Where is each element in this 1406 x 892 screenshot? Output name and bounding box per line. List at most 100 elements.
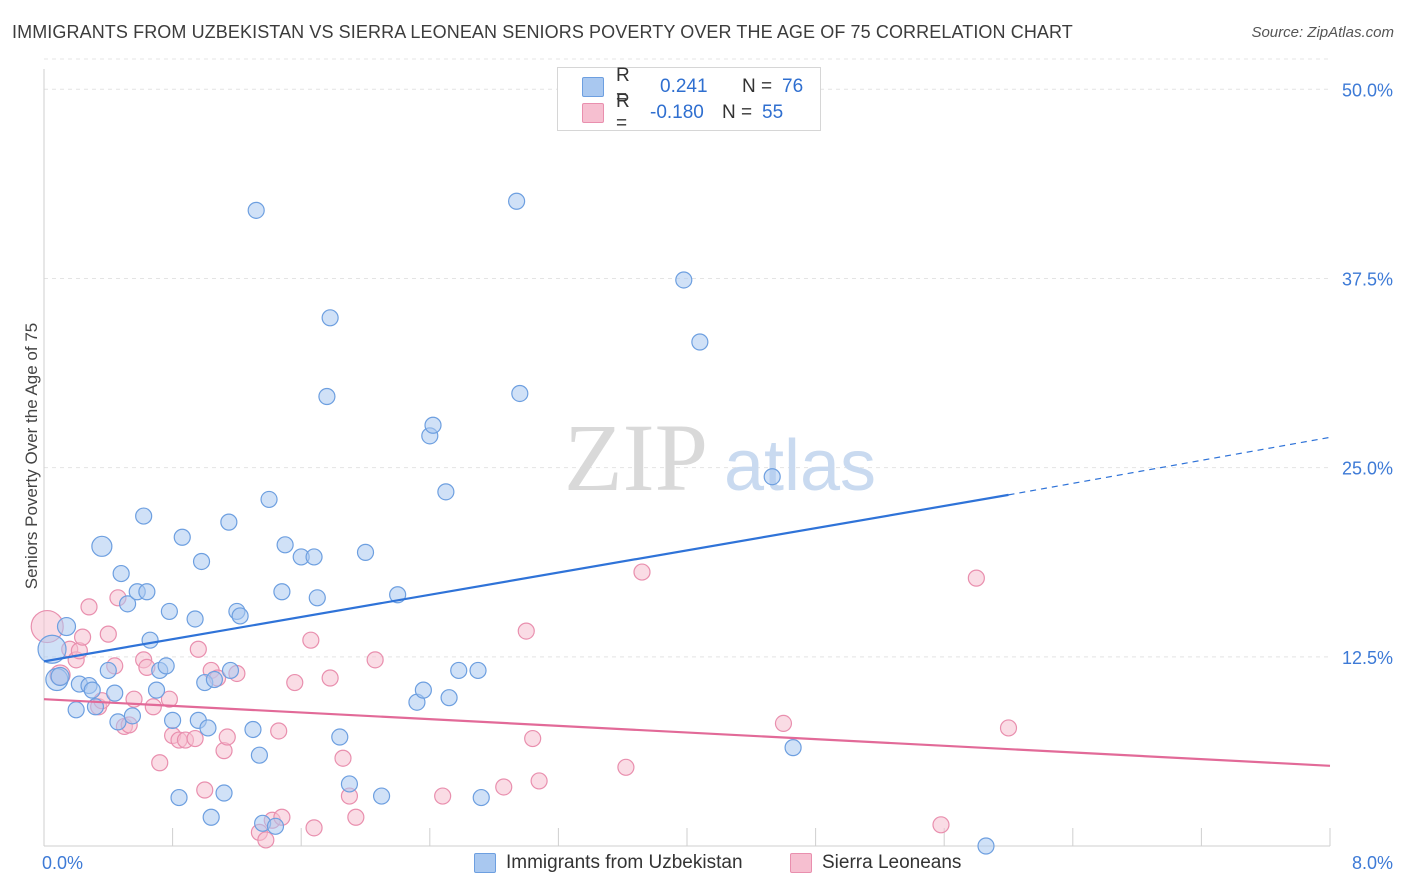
- sierra-leone-point: [73, 628, 92, 646]
- uzbekistan-point: [109, 713, 127, 731]
- uzbekistan-trend-extension: [1008, 436, 1331, 496]
- uzbekistan-point: [199, 719, 217, 737]
- legend-label-sierra-leone: Sierra Leoneans: [822, 852, 962, 873]
- sierra-leone-point: [774, 714, 793, 733]
- uzbekistan-point: [50, 666, 70, 687]
- sierra-leone-point: [334, 749, 352, 767]
- sierra-leone-point: [189, 640, 207, 658]
- uzbekistan-point: [67, 701, 85, 719]
- uzbekistan-point: [164, 711, 182, 729]
- uzbekistan-point: [250, 746, 269, 764]
- uzbekistan-point: [56, 616, 77, 637]
- uzbekistan-point: [186, 610, 204, 628]
- sierra-leone-point: [302, 631, 320, 649]
- r-label: R =: [616, 65, 630, 108]
- uzbekistan-point: [244, 720, 262, 739]
- watermark: ZIP atlas: [564, 404, 876, 511]
- sierra-leone-point: [321, 669, 339, 687]
- sierra-leone-point: [517, 622, 535, 640]
- source-credit: Source: ZipAtlas.com: [1251, 24, 1394, 41]
- uzbekistan-point: [83, 681, 101, 699]
- uzbekistan-point: [437, 483, 455, 501]
- y-tick-label: 25.0%: [1342, 459, 1393, 479]
- uzbekistan-point: [37, 634, 67, 664]
- chart-title: IMMIGRANTS FROM UZBEKISTAN VS SIERRA LEO…: [12, 22, 1073, 42]
- sierra-leone-point: [366, 651, 384, 669]
- uzbekistan-point: [106, 684, 124, 702]
- sierra-leone-point: [347, 808, 365, 826]
- uzbekistan-point: [123, 707, 142, 725]
- sierra-leone-point: [151, 754, 169, 772]
- uzbekistan-point: [977, 837, 995, 855]
- uzbekistan-point: [784, 739, 802, 757]
- uzbekistan-point: [440, 689, 458, 707]
- sierra-leone-trend-line: [43, 698, 1331, 767]
- sierra-leone-point: [530, 772, 548, 790]
- trend-lines: [43, 436, 1331, 767]
- sierra-leone-point: [524, 729, 542, 748]
- uzbekistan-point: [260, 490, 278, 509]
- uzbekistan-point: [91, 535, 113, 557]
- n-value: 55: [762, 102, 784, 123]
- stats-box: R = 0.241 N = 76 R = -0.180 N = 55: [557, 65, 822, 134]
- uzbekistan-point: [192, 552, 211, 571]
- uzbekistan-point: [472, 788, 490, 807]
- sierra-leone-point: [144, 698, 162, 716]
- uzbekistan-point: [469, 661, 487, 680]
- sierra-leone-point: [80, 598, 98, 616]
- uzbekistan-point: [276, 536, 294, 554]
- uzbekistan-trend-line: [43, 493, 1009, 663]
- n-label: N =: [722, 102, 753, 123]
- uzbekistan-point: [202, 808, 220, 826]
- uzbekistan-point: [273, 583, 291, 601]
- stats-row-uzbekistan: R = 0.241 N = 76: [582, 65, 822, 108]
- sierra-leone-point: [286, 673, 304, 692]
- legend-item-sierra-leone[interactable]: Sierra Leoneans: [790, 852, 961, 874]
- uzbekistan-point: [215, 784, 233, 802]
- uzbekistan-point: [321, 309, 339, 327]
- uzbekistan-point: [231, 607, 249, 625]
- gridlines: [44, 58, 1330, 658]
- legend-item-uzbekistan[interactable]: Immigrants from Uzbekistan: [474, 852, 743, 874]
- uzbekistan-point: [266, 817, 285, 835]
- uzbekistan-legend-swatch: [474, 853, 496, 873]
- uzbekistan-point: [173, 528, 191, 546]
- uzbekistan-point: [318, 387, 336, 406]
- sierra-leone-point: [186, 729, 204, 748]
- watermark-atlas: atlas: [724, 426, 876, 506]
- uzbekistan-point: [308, 589, 326, 607]
- uzbekistan-point: [424, 416, 442, 434]
- uzbekistan-point: [372, 787, 391, 805]
- watermark-zip: ZIP: [564, 404, 708, 511]
- uzbekistan-swatch: [582, 77, 604, 97]
- uzbekistan-point: [157, 657, 175, 675]
- uzbekistan-point: [118, 595, 137, 613]
- uzbekistan-point: [147, 681, 166, 699]
- r-value: 0.241: [660, 76, 708, 97]
- sierra-leone-point: [270, 722, 288, 740]
- sierra-leone-point: [967, 569, 985, 587]
- legend-label-uzbekistan: Immigrants from Uzbekistan: [506, 852, 743, 873]
- uzbekistan-point: [247, 201, 265, 219]
- sierra-leone-point: [932, 816, 950, 834]
- uzbekistan-point: [141, 631, 159, 649]
- sierra-leone-point: [617, 758, 635, 776]
- axes: [43, 69, 1331, 847]
- sierra-leone-point: [633, 563, 651, 581]
- x-tick-label: 8.0%: [1352, 853, 1393, 873]
- uzbekistan-point: [450, 661, 468, 680]
- uzbekistan-point: [305, 548, 323, 566]
- uzbekistan-point: [691, 333, 709, 351]
- uzbekistan-point: [340, 775, 359, 793]
- tick-labels: 12.5% 25.0% 37.5% 50.0% 0.0% 8.0%: [42, 80, 1393, 873]
- uzbekistan-point: [205, 670, 223, 689]
- sierra-leone-legend-swatch: [790, 853, 812, 873]
- sierra-leone-point: [434, 787, 452, 805]
- uzbekistan-point: [511, 384, 529, 403]
- uzbekistan-point: [160, 602, 178, 621]
- sierra-leone-point: [99, 625, 117, 643]
- uzbekistan-point: [414, 681, 432, 699]
- y-tick-label: 50.0%: [1342, 80, 1393, 100]
- uzbekistan-point: [675, 271, 693, 289]
- r-value: -0.180: [650, 102, 704, 123]
